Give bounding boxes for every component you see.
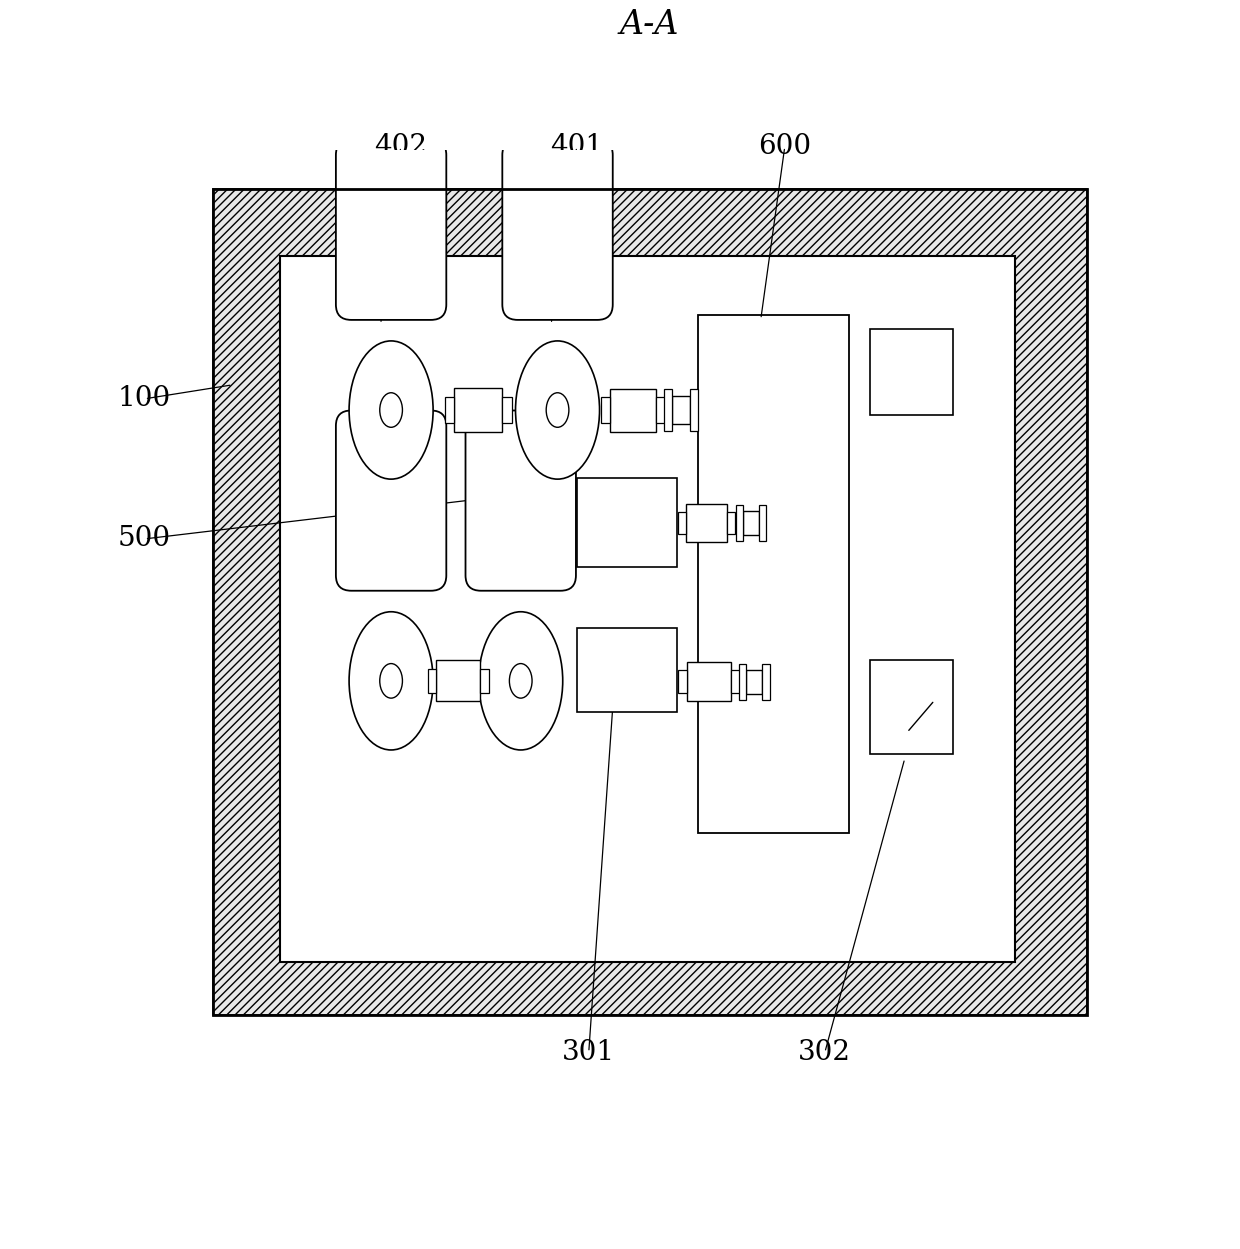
Text: 500: 500 <box>118 526 171 552</box>
Bar <box>280 256 1016 962</box>
Bar <box>698 315 849 833</box>
Bar <box>687 662 730 702</box>
FancyBboxPatch shape <box>336 411 446 591</box>
Ellipse shape <box>479 612 563 749</box>
Text: 302: 302 <box>799 1039 852 1067</box>
Ellipse shape <box>510 663 532 698</box>
Bar <box>730 671 739 693</box>
Bar <box>577 628 677 712</box>
Bar <box>737 506 743 541</box>
Bar <box>454 387 502 432</box>
Text: 401: 401 <box>551 134 604 160</box>
Text: 301: 301 <box>562 1039 615 1067</box>
Bar <box>480 668 489 693</box>
Bar <box>213 189 1087 1015</box>
Bar <box>743 511 759 535</box>
Bar <box>428 668 436 693</box>
FancyBboxPatch shape <box>502 140 613 320</box>
Bar <box>436 661 480 702</box>
FancyBboxPatch shape <box>465 411 575 591</box>
Bar <box>746 669 763 694</box>
Bar <box>727 512 735 535</box>
Text: 100: 100 <box>118 385 171 412</box>
Ellipse shape <box>379 392 403 427</box>
Bar <box>577 478 677 567</box>
Text: A-A: A-A <box>620 9 680 40</box>
Bar <box>672 396 689 423</box>
Bar <box>610 388 656 431</box>
Bar <box>686 505 727 542</box>
Bar <box>445 397 454 423</box>
Bar <box>678 671 687 693</box>
Ellipse shape <box>516 341 600 480</box>
Bar <box>870 661 952 753</box>
Bar <box>763 664 770 699</box>
Bar <box>689 388 698 431</box>
Bar <box>663 388 672 431</box>
Bar <box>870 328 952 415</box>
Bar <box>656 397 665 422</box>
Text: 600: 600 <box>758 134 811 160</box>
Ellipse shape <box>546 392 569 427</box>
Ellipse shape <box>379 663 403 698</box>
Ellipse shape <box>350 341 433 480</box>
Ellipse shape <box>350 612 433 749</box>
Bar <box>502 397 512 423</box>
Bar <box>213 189 1087 1015</box>
Bar <box>759 506 766 541</box>
Bar <box>677 512 686 535</box>
Bar <box>600 397 610 422</box>
Bar <box>739 664 746 699</box>
Text: 402: 402 <box>374 134 428 160</box>
FancyBboxPatch shape <box>336 140 446 320</box>
